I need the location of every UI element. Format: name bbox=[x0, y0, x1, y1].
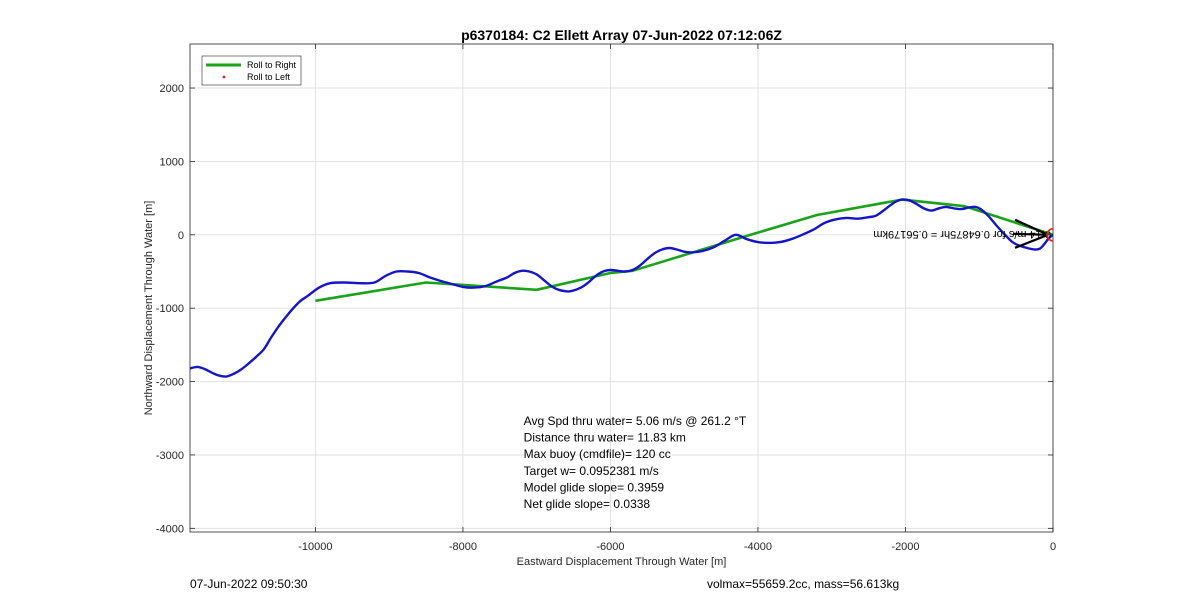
legend-box bbox=[201, 55, 302, 86]
current-arrow-label: 0.14 m/s for 0.64875hr = 0.56179km bbox=[873, 228, 1051, 240]
y-axis: -4000 -3000 -2000 -1000 0 1000 2000 bbox=[156, 83, 1053, 535]
stats-line: Net glide slope= 0.0338 bbox=[524, 497, 651, 511]
current-arrow-head-upper bbox=[1014, 218, 1049, 236]
y-tick-label: -2000 bbox=[156, 377, 184, 389]
axes-border bbox=[189, 43, 1054, 533]
x-tick-label: -6000 bbox=[596, 541, 624, 553]
footer-timestamp: 07-Jun-2022 09:50:30 bbox=[190, 577, 308, 591]
stats-line: Target w= 0.0952381 m/s bbox=[524, 464, 659, 478]
legend-roll-right-label: Roll to Right bbox=[247, 60, 297, 70]
legend-roll-left-swatch bbox=[222, 75, 226, 79]
x-axis-label: Eastward Displacement Through Water [m] bbox=[517, 556, 727, 568]
glider-track bbox=[190, 198, 1053, 378]
stats-line: Model glide slope= 0.3959 bbox=[524, 480, 665, 494]
end-point-marker bbox=[1046, 227, 1053, 242]
legend-roll-left-label: Roll to Left bbox=[247, 72, 291, 82]
plot-area: 0.14 m/s for 0.64875hr = 0.56179km bbox=[190, 198, 1053, 378]
y-tick-label: -4000 bbox=[156, 523, 184, 535]
x-tick-label: -4000 bbox=[744, 541, 772, 553]
current-arrow-shaft bbox=[1012, 232, 1049, 236]
footer-volmax-mass: volmax=55659.2cc, mass=56.613kg bbox=[707, 577, 899, 591]
x-tick-label: -2000 bbox=[891, 541, 919, 553]
x-axis: -10000 -8000 -6000 -4000 -2000 0 bbox=[298, 44, 1056, 553]
y-tick-label: -1000 bbox=[156, 303, 184, 315]
x-tick-label: -8000 bbox=[449, 541, 477, 553]
stats-annotations: Avg Spd thru water= 5.06 m/s @ 261.2 °T D… bbox=[524, 414, 747, 511]
current-arrow-head-lower bbox=[1014, 233, 1049, 249]
y-tick-label: 1000 bbox=[160, 156, 184, 168]
grid bbox=[190, 44, 1054, 532]
axes-frame bbox=[189, 43, 1054, 533]
y-tick-label: 0 bbox=[178, 230, 184, 242]
stats-line: Distance thru water= 11.83 km bbox=[524, 431, 686, 445]
y-tick-label: -3000 bbox=[156, 450, 184, 462]
stats-line: Max buoy (cmdfile)= 120 cc bbox=[524, 447, 671, 461]
y-axis-label: Northward Displacement Through Water [m] bbox=[143, 201, 155, 416]
x-tick-label: -10000 bbox=[298, 541, 332, 553]
y-tick-label: 2000 bbox=[160, 83, 184, 95]
chart-title: p6370184: C2 Ellett Array 07-Jun-2022 07… bbox=[461, 27, 782, 43]
stats-line: Avg Spd thru water= 5.06 m/s @ 261.2 °T bbox=[524, 414, 747, 428]
legend: Roll to Right Roll to Left bbox=[201, 55, 302, 86]
x-tick-label: 0 bbox=[1050, 541, 1056, 553]
